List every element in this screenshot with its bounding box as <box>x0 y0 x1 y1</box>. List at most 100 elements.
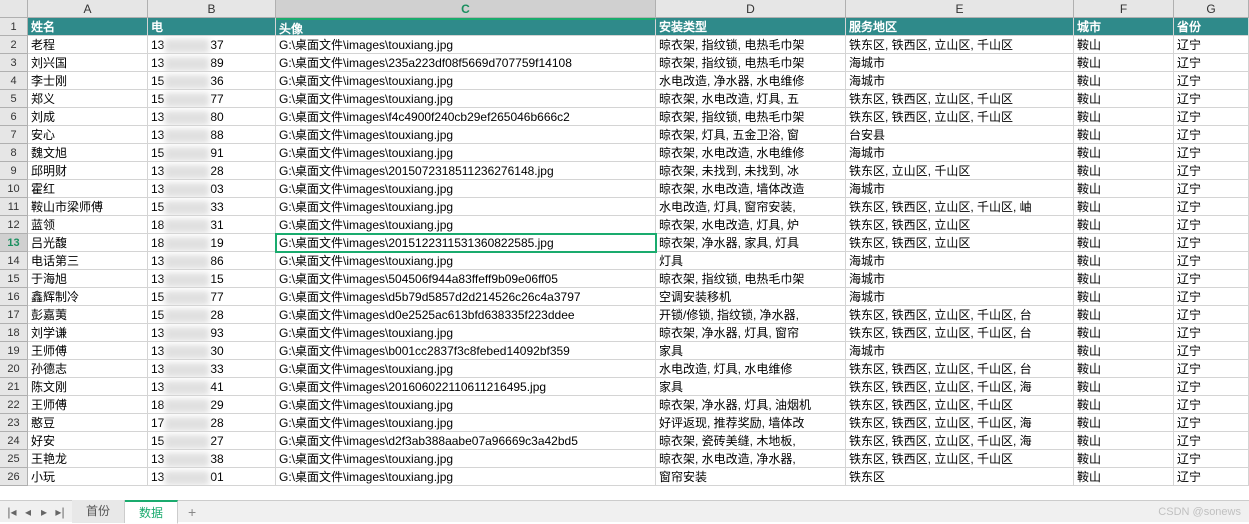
cell-A17[interactable]: 彭嘉荑 <box>28 306 148 324</box>
cell-G11[interactable]: 辽宁 <box>1174 198 1249 216</box>
cell-E23[interactable]: 铁东区, 铁西区, 立山区, 千山区, 海 <box>846 414 1074 432</box>
cell-F24[interactable]: 鞍山 <box>1074 432 1174 450</box>
cell-A4[interactable]: 李士刚 <box>28 72 148 90</box>
cell-E19[interactable]: 海城市 <box>846 342 1074 360</box>
cell-A5[interactable]: 郑义 <box>28 90 148 108</box>
cell-C22[interactable]: G:\桌面文件\images\touxiang.jpg <box>276 396 656 414</box>
cell-A2[interactable]: 老程 <box>28 36 148 54</box>
cell-B18[interactable]: 1393 <box>148 324 276 342</box>
row-header-21[interactable]: 21 <box>0 378 28 396</box>
cell-G18[interactable]: 辽宁 <box>1174 324 1249 342</box>
cell-E9[interactable]: 铁东区, 立山区, 千山区 <box>846 162 1074 180</box>
cell-E10[interactable]: 海城市 <box>846 180 1074 198</box>
header-cell-G[interactable]: 省份 <box>1174 18 1249 36</box>
cell-F3[interactable]: 鞍山 <box>1074 54 1174 72</box>
header-cell-F[interactable]: 城市 <box>1074 18 1174 36</box>
cell-D10[interactable]: 晾衣架, 水电改造, 墙体改造 <box>656 180 846 198</box>
row-header-8[interactable]: 8 <box>0 144 28 162</box>
header-cell-E[interactable]: 服务地区 <box>846 18 1074 36</box>
cell-C9[interactable]: G:\桌面文件\images\20150723185112362761​48.j… <box>276 162 656 180</box>
cell-F4[interactable]: 鞍山 <box>1074 72 1174 90</box>
cell-D7[interactable]: 晾衣架, 灯具, 五金卫浴, 窗 <box>656 126 846 144</box>
cell-A7[interactable]: 安心 <box>28 126 148 144</box>
cell-E5[interactable]: 铁东区, 铁西区, 立山区, 千山区 <box>846 90 1074 108</box>
cell-D20[interactable]: 水电改造, 灯具, 水电维修 <box>656 360 846 378</box>
cell-D25[interactable]: 晾衣架, 水电改造, 净水器, <box>656 450 846 468</box>
row-header-4[interactable]: 4 <box>0 72 28 90</box>
cell-A14[interactable]: 电话第三 <box>28 252 148 270</box>
row-header-19[interactable]: 19 <box>0 342 28 360</box>
cell-C15[interactable]: G:\桌面文件\images\504506f944a83ffeff9b09e06… <box>276 270 656 288</box>
column-header-D[interactable]: D <box>656 0 846 18</box>
cell-C12[interactable]: G:\桌面文件\images\touxiang.jpg <box>276 216 656 234</box>
cell-G8[interactable]: 辽宁 <box>1174 144 1249 162</box>
cell-G19[interactable]: 辽宁 <box>1174 342 1249 360</box>
cell-C14[interactable]: G:\桌面文件\images\touxiang.jpg <box>276 252 656 270</box>
cell-B5[interactable]: 1577 <box>148 90 276 108</box>
row-header-17[interactable]: 17 <box>0 306 28 324</box>
cell-B7[interactable]: 1388 <box>148 126 276 144</box>
cell-A26[interactable]: 小玩 <box>28 468 148 486</box>
cell-G3[interactable]: 辽宁 <box>1174 54 1249 72</box>
row-header-11[interactable]: 11 <box>0 198 28 216</box>
cell-F22[interactable]: 鞍山 <box>1074 396 1174 414</box>
cell-G17[interactable]: 辽宁 <box>1174 306 1249 324</box>
row-header-6[interactable]: 6 <box>0 108 28 126</box>
row-header-23[interactable]: 23 <box>0 414 28 432</box>
row-header-9[interactable]: 9 <box>0 162 28 180</box>
row-header-2[interactable]: 2 <box>0 36 28 54</box>
cell-C10[interactable]: G:\桌面文件\images\touxiang.jpg <box>276 180 656 198</box>
row-header-14[interactable]: 14 <box>0 252 28 270</box>
cell-E13[interactable]: 铁东区, 铁西区, 立山区 <box>846 234 1074 252</box>
cell-D18[interactable]: 晾衣架, 净水器, 灯具, 窗帘 <box>656 324 846 342</box>
cell-F14[interactable]: 鞍山 <box>1074 252 1174 270</box>
cell-F21[interactable]: 鞍山 <box>1074 378 1174 396</box>
cell-B23[interactable]: 1728 <box>148 414 276 432</box>
cell-F13[interactable]: 鞍山 <box>1074 234 1174 252</box>
cell-B26[interactable]: 1301 <box>148 468 276 486</box>
cell-D22[interactable]: 晾衣架, 净水器, 灯具, 油烟机 <box>656 396 846 414</box>
cell-C3[interactable]: G:\桌面文件\images\235a223df08f5669d707759f1… <box>276 54 656 72</box>
cell-E8[interactable]: 海城市 <box>846 144 1074 162</box>
cell-G16[interactable]: 辽宁 <box>1174 288 1249 306</box>
cell-A25[interactable]: 王艳龙 <box>28 450 148 468</box>
cell-B21[interactable]: 1341 <box>148 378 276 396</box>
cell-D12[interactable]: 晾衣架, 水电改造, 灯具, 炉 <box>656 216 846 234</box>
cell-C16[interactable]: G:\桌面文件\images\d5b79d5857d2d214526c26c4a… <box>276 288 656 306</box>
cell-D5[interactable]: 晾衣架, 水电改造, 灯具, 五 <box>656 90 846 108</box>
cell-D4[interactable]: 水电改造, 净水器, 水电维修 <box>656 72 846 90</box>
cell-G9[interactable]: 辽宁 <box>1174 162 1249 180</box>
cell-A19[interactable]: 王师傅 <box>28 342 148 360</box>
header-cell-B[interactable]: 电 <box>148 18 276 36</box>
cell-G6[interactable]: 辽宁 <box>1174 108 1249 126</box>
cell-A24[interactable]: 好安 <box>28 432 148 450</box>
cell-E14[interactable]: 海城市 <box>846 252 1074 270</box>
select-all-corner[interactable] <box>0 0 28 18</box>
cell-F10[interactable]: 鞍山 <box>1074 180 1174 198</box>
cell-D6[interactable]: 晾衣架, 指纹锁, 电热毛巾架 <box>656 108 846 126</box>
cell-G7[interactable]: 辽宁 <box>1174 126 1249 144</box>
row-header-24[interactable]: 24 <box>0 432 28 450</box>
cell-D16[interactable]: 空调安装移机 <box>656 288 846 306</box>
cell-E6[interactable]: 铁东区, 铁西区, 立山区, 千山区 <box>846 108 1074 126</box>
cell-B8[interactable]: 1591 <box>148 144 276 162</box>
row-header-1[interactable]: 1 <box>0 18 28 36</box>
cell-G23[interactable]: 辽宁 <box>1174 414 1249 432</box>
cell-A6[interactable]: 刘成 <box>28 108 148 126</box>
row-header-26[interactable]: 26 <box>0 468 28 486</box>
sheet-tab-1[interactable]: 数据 <box>125 500 178 524</box>
cell-D14[interactable]: 灯具 <box>656 252 846 270</box>
cell-B12[interactable]: 1831 <box>148 216 276 234</box>
cell-B3[interactable]: 1389 <box>148 54 276 72</box>
cell-F9[interactable]: 鞍山 <box>1074 162 1174 180</box>
cell-C6[interactable]: G:\桌面文件\images\f4c4900f240cb29ef265046b6… <box>276 108 656 126</box>
cell-C7[interactable]: G:\桌面文件\images\touxiang.jpg <box>276 126 656 144</box>
cell-G4[interactable]: 辽宁 <box>1174 72 1249 90</box>
cell-B10[interactable]: 1303 <box>148 180 276 198</box>
cell-G25[interactable]: 辽宁 <box>1174 450 1249 468</box>
cell-E18[interactable]: 铁东区, 铁西区, 立山区, 千山区, 台 <box>846 324 1074 342</box>
cell-F12[interactable]: 鞍山 <box>1074 216 1174 234</box>
cell-A18[interactable]: 刘学谦 <box>28 324 148 342</box>
sheet-tab-0[interactable]: 首份 <box>72 500 125 523</box>
column-header-C[interactable]: C <box>276 0 656 18</box>
